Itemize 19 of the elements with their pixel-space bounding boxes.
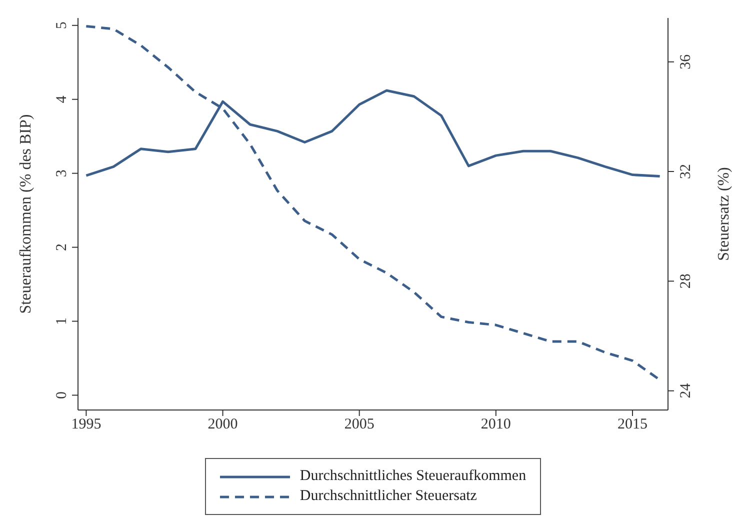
x-tick-label: 2015	[617, 416, 648, 433]
x-tick-label: 1995	[71, 416, 102, 433]
x-tick-label: 2005	[344, 416, 374, 433]
legend-label: Durchschnittlicher Steuersatz	[300, 488, 477, 505]
y2-tick-label: 24	[678, 382, 694, 398]
y-tick-label: 5	[54, 22, 70, 30]
legend-label: Durchschnittliches Steueraufkommen	[300, 468, 526, 485]
y2-tick-label: 28	[678, 274, 694, 289]
y2-axis-title: Steuersatz (%)	[716, 167, 733, 261]
y2-tick-label: 36	[678, 54, 694, 70]
x-tick-label: 2010	[480, 416, 511, 433]
y-tick-label: 2	[54, 244, 70, 252]
y-tick-label: 1	[54, 317, 70, 325]
y-tick-label: 0	[54, 391, 70, 399]
y-axis-title: Steueraufkommen (% des BIP)	[18, 114, 35, 314]
y-tick-label: 3	[54, 170, 70, 178]
y2-tick-label: 32	[678, 164, 694, 180]
x-tick-label: 2000	[208, 416, 238, 433]
y-tick-label: 4	[54, 95, 70, 104]
